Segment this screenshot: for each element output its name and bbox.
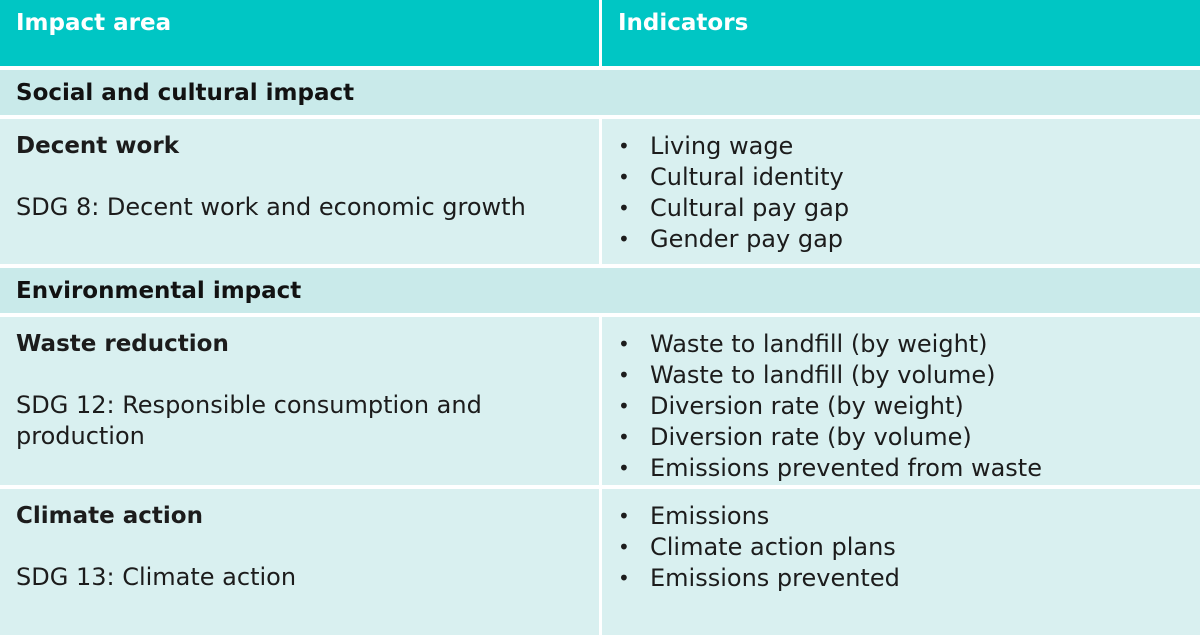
- sdg-label: SDG 8: Decent work and economic growth: [16, 193, 526, 221]
- table-row-climate-action: Climate action SDG 13: Climate action Em…: [0, 489, 1200, 635]
- row-gap: [0, 115, 1200, 119]
- column-divider: [599, 489, 602, 635]
- indicators-cell: Emissions Climate action plans Emissions…: [618, 501, 1188, 594]
- list-item: Cultural pay gap: [618, 193, 1188, 224]
- list-item: Diversion rate (by weight): [618, 391, 1188, 422]
- column-divider: [599, 0, 602, 66]
- table-header: Impact area Indicators: [0, 0, 1200, 66]
- impact-area-title: Climate action: [16, 503, 203, 529]
- impact-area-cell: Waste reduction SDG 12: Responsible cons…: [16, 329, 586, 452]
- section-title: Environmental impact: [16, 278, 302, 304]
- table-row-decent-work: Decent work SDG 8: Decent work and econo…: [0, 119, 1200, 264]
- list-item: Cultural identity: [618, 162, 1188, 193]
- row-gap: [0, 485, 1200, 489]
- impact-area-title: Waste reduction: [16, 331, 229, 357]
- row-gap: [0, 313, 1200, 317]
- sdg-label: SDG 13: Climate action: [16, 563, 297, 591]
- header-indicators: Indicators: [618, 10, 749, 36]
- indicators-cell: Waste to landfill (by weight) Waste to l…: [618, 329, 1188, 484]
- list-item: Waste to landfill (by volume): [618, 360, 1188, 391]
- indicator-list: Waste to landfill (by weight) Waste to l…: [618, 329, 1188, 484]
- list-item: Climate action plans: [618, 532, 1188, 563]
- column-divider: [599, 119, 602, 264]
- indicator-list: Living wage Cultural identity Cultural p…: [618, 131, 1188, 255]
- list-item: Gender pay gap: [618, 224, 1188, 255]
- column-divider: [599, 317, 602, 485]
- impact-area-cell: Decent work SDG 8: Decent work and econo…: [16, 131, 586, 223]
- section-row-environmental: Environmental impact: [0, 268, 1200, 313]
- section-row-social-cultural: Social and cultural impact: [0, 70, 1200, 115]
- row-gap: [0, 66, 1200, 70]
- list-item: Diversion rate (by volume): [618, 422, 1188, 453]
- section-title: Social and cultural impact: [16, 80, 355, 106]
- list-item: Emissions prevented from waste: [618, 453, 1188, 484]
- list-item: Waste to landfill (by weight): [618, 329, 1188, 360]
- impact-area-title: Decent work: [16, 133, 179, 159]
- row-gap: [0, 264, 1200, 268]
- indicators-cell: Living wage Cultural identity Cultural p…: [618, 131, 1188, 255]
- list-item: Living wage: [618, 131, 1188, 162]
- sdg-label: SDG 12: Responsible consumption and prod…: [16, 391, 482, 450]
- indicator-list: Emissions Climate action plans Emissions…: [618, 501, 1188, 594]
- header-impact-area: Impact area: [16, 10, 172, 36]
- list-item: Emissions: [618, 501, 1188, 532]
- table-row-waste-reduction: Waste reduction SDG 12: Responsible cons…: [0, 317, 1200, 485]
- list-item: Emissions prevented: [618, 563, 1188, 594]
- impact-area-cell: Climate action SDG 13: Climate action: [16, 501, 586, 593]
